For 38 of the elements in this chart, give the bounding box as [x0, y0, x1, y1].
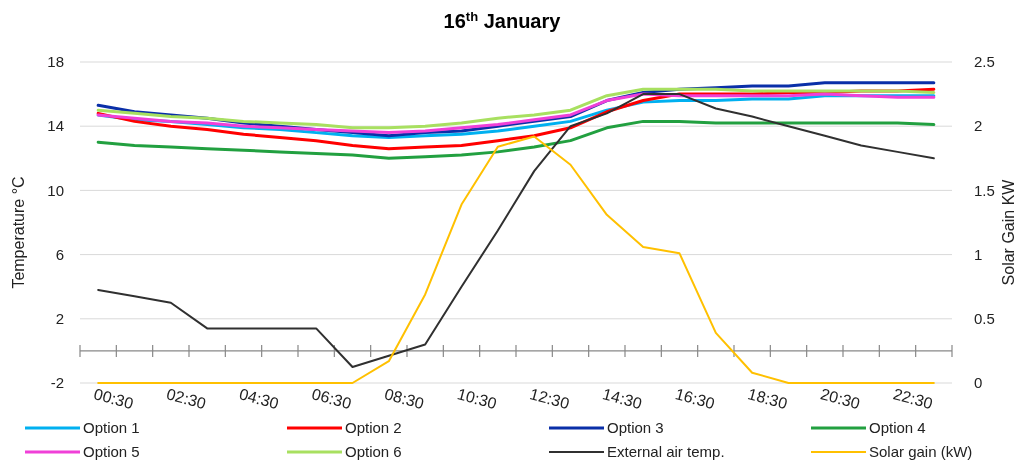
x-tick-label: 04:30: [237, 385, 281, 413]
y2-tick-label: 2.5: [974, 53, 995, 71]
x-tick-label: 10:30: [455, 385, 499, 413]
line-series: [96, 119, 936, 160]
legend-label: Option 1: [83, 419, 140, 437]
y2-tick-label: 2: [974, 117, 983, 135]
y2-tick-label: 0.5: [974, 310, 995, 328]
x-tick-label: 20:30: [818, 385, 862, 413]
y-tick-label: 2: [55, 310, 64, 328]
x-tick-label: 00:30: [92, 385, 136, 413]
line-series: [97, 135, 935, 384]
y2-tick-label: 0: [974, 374, 983, 392]
y2-tick-label: 1.5: [974, 181, 995, 199]
x-tick-label: 18:30: [746, 385, 790, 413]
x-tick-label: 22:30: [891, 385, 935, 413]
y2-tick-label: 1: [974, 245, 983, 263]
x-tick-label: 16:30: [673, 385, 717, 413]
x-tick-label: 12:30: [528, 385, 572, 413]
chart-title: 16$^{th}$ January: [443, 8, 562, 32]
x-tick-label: 06:30: [310, 385, 354, 413]
y-tick-label: -2: [50, 374, 64, 392]
y2-axis-title: Solar Gain KW: [1000, 178, 1017, 286]
y-tick-label: 10: [47, 181, 64, 199]
legend-label: Option 6: [345, 443, 402, 461]
y-axis-title: Temperature °C: [10, 176, 27, 289]
legend-label: Option 3: [607, 419, 664, 437]
y-tick-label: 6: [55, 245, 64, 263]
x-tick-label: 14:30: [600, 385, 644, 413]
y-tick-label: 14: [47, 117, 64, 135]
legend-label: Option 2: [345, 419, 402, 437]
legend-label: Option 5: [83, 443, 140, 461]
line-series: [97, 93, 935, 368]
legend-label: External air temp.: [607, 443, 725, 461]
legend-label: Option 4: [869, 419, 926, 437]
legend-label: Solar gain (kW): [869, 443, 973, 461]
x-tick-label: 08:30: [382, 385, 426, 413]
y-tick-label: 18: [47, 53, 64, 71]
x-tick-label: 02:30: [164, 385, 208, 413]
